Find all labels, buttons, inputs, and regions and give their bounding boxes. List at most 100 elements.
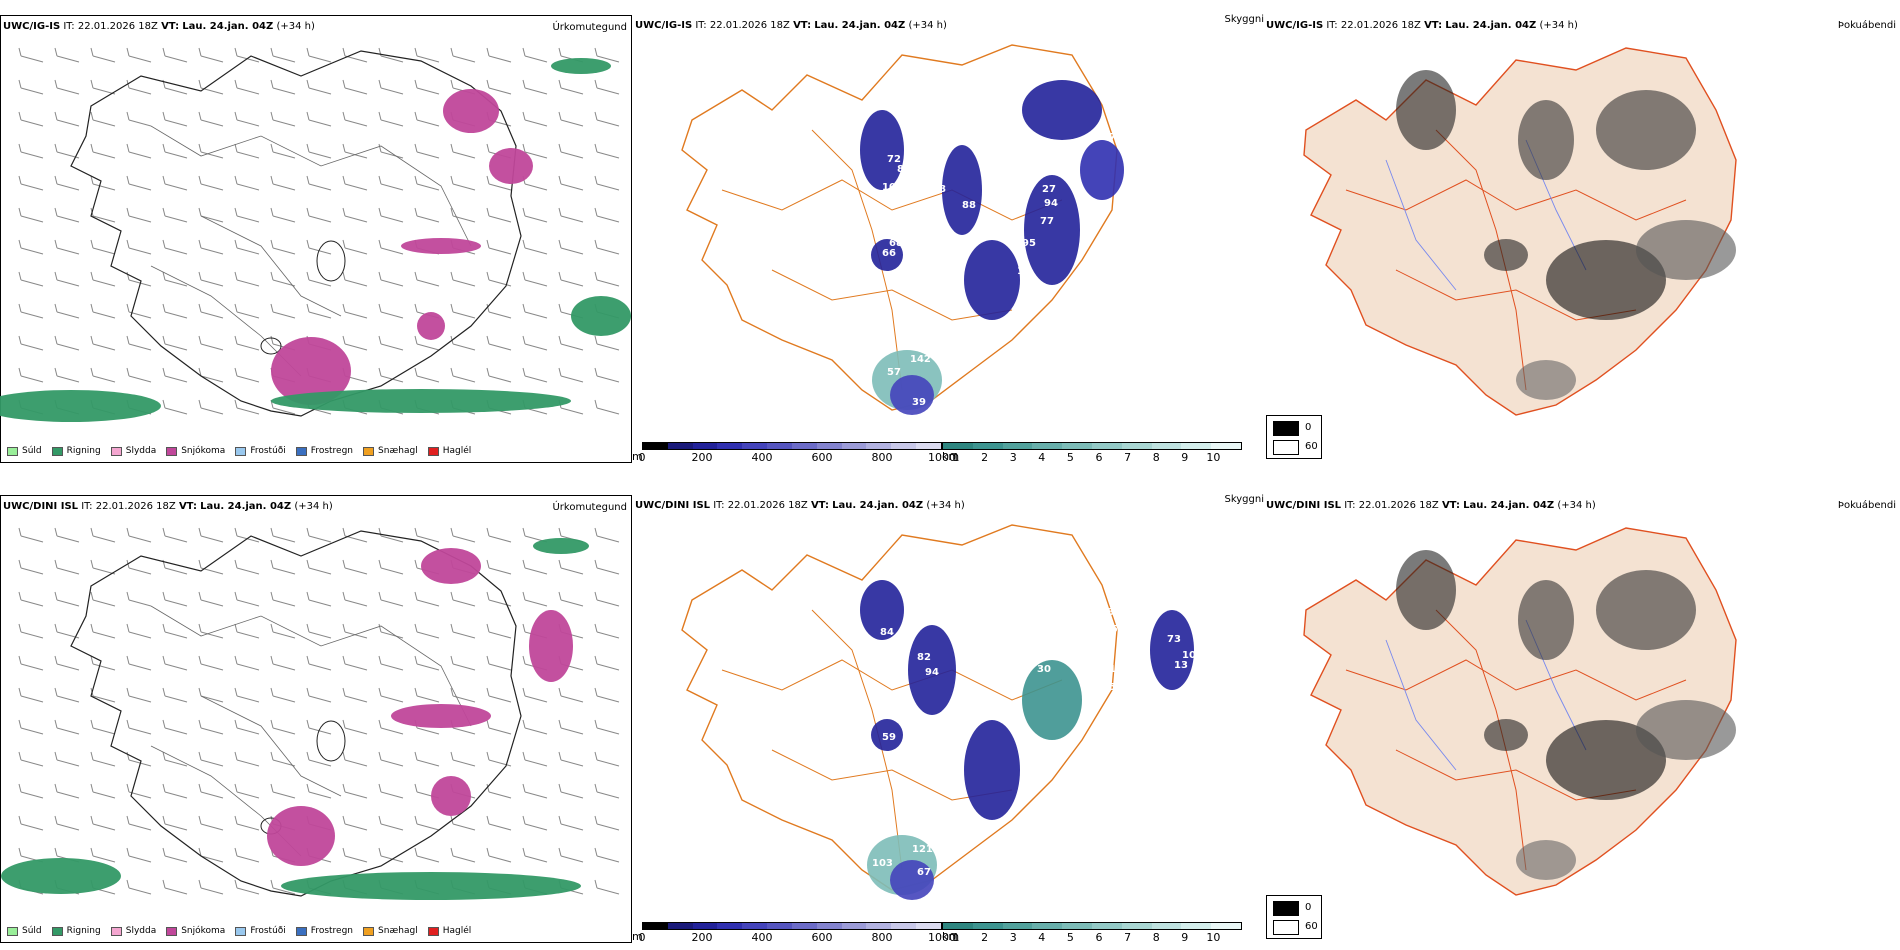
precip-legend-item: Snæhagl [363,446,418,456]
km-tick-label: 9 [1181,451,1189,464]
elevation-label: 84 [880,627,894,638]
wind-barb [414,847,440,863]
wind-barb [558,175,584,191]
km-tick-label: 6 [1095,451,1103,464]
elevation-label: 94 [925,667,939,678]
wind-barb [378,559,404,575]
wind-barb [270,591,296,607]
wind-barb [198,335,224,351]
elevation-label: 15 [1157,247,1171,258]
fog-indicator-map-panel: UWC/IG-IS IT: 22.01.2026 18Z VT: Lau. 24… [1266,10,1900,470]
height-tick-label: 200 [691,451,713,464]
height-tick-label: 1000 [928,931,956,944]
legend-label: Súld [22,926,42,936]
wind-barb [594,335,620,351]
precip-legend: Súld Rigning Slydda Snjókoma Frostúði Frostre… [7,446,471,456]
wind-barb [522,207,548,223]
wind-barb [126,655,152,671]
elevation-label: 205 [1097,624,1118,635]
lead-time: (+34 h) [1557,500,1596,511]
wind-barb [162,111,188,127]
wind-barb [234,719,260,735]
wind-barb [486,655,512,671]
wind-barb [234,175,260,191]
elevation-label: 89 [1107,607,1121,618]
field-patch [1396,550,1456,630]
wind-barb [54,79,80,95]
precip-legend-item: Snæhagl [363,926,418,936]
wind-barb [234,111,260,127]
wind-barb [486,47,512,63]
fog-indicator-map-panel: UWC/DINI ISL IT: 22.01.2026 18Z VT: Lau.… [1266,490,1900,950]
wind-barb [54,655,80,671]
field-patch [964,240,1020,320]
elevation-label: 10 [1182,650,1196,661]
wind-barb [54,335,80,351]
wind-barb [558,783,584,799]
wind-barb [126,367,152,383]
wind-barb [486,175,512,191]
field-patch [0,390,161,422]
wind-barb [162,207,188,223]
km-tick-label: 10 [1206,451,1221,464]
wind-barb [414,175,440,191]
wind-barb [594,527,620,543]
wind-barb [522,591,548,607]
wind-barb [306,303,332,319]
wind-barb [54,239,80,255]
legend-swatch [110,926,122,936]
field-patch [267,806,335,866]
field-patch [1518,580,1574,660]
wind-barb [162,239,188,255]
field-patch [908,625,956,715]
wind-barb [270,559,296,575]
forecast-row: UWC/DINI ISL IT: 22.01.2026 18Z VT: Lau.… [0,490,1900,950]
wind-barb [18,143,44,159]
wind-barb [198,527,224,543]
wind-barb [594,847,620,863]
wind-barb [594,143,620,159]
wind-barb [198,239,224,255]
height-tick-label: 400 [751,931,773,944]
wind-barb [558,271,584,287]
wind-barb [18,239,44,255]
wind-barb [18,559,44,575]
wind-barb [198,175,224,191]
precip-legend-item: Súld [7,446,42,456]
wind-barb [90,623,116,639]
wind-barb [558,815,584,831]
field-patch [1636,220,1736,280]
wind-barb [342,783,368,799]
wind-barb [378,271,404,287]
wind-barb [18,751,44,767]
km-tick-label: 1 [952,451,960,464]
wind-barb [270,623,296,639]
wind-barb [378,783,404,799]
wind-barb [594,783,620,799]
wind-barb [234,47,260,63]
field-patch [281,872,581,900]
height-tick-label: 200 [691,931,713,944]
wind-barb [594,175,620,191]
wind-barb [450,687,476,703]
visibility-colorbar: 1 2 3 4 5 6 7 8 9 10 [942,442,1242,464]
wind-barb [18,207,44,223]
wind-barb [522,271,548,287]
elevation-label: 68 [889,238,903,249]
wind-barb [90,303,116,319]
wind-barb [522,47,548,63]
wind-barb [306,271,332,287]
wind-barb [558,335,584,351]
wind-barb [342,559,368,575]
wind-barb [522,111,548,127]
field-patch [431,776,471,816]
precip-map [0,47,631,422]
km-tick-label: 5 [1066,931,1074,944]
height-tick-label: 0 [638,451,646,464]
wind-barb [378,591,404,607]
wind-barb [198,687,224,703]
elevation-label: 57 [1102,132,1116,143]
init-time: 22.01.2026 18Z [1358,500,1439,511]
wind-barb [54,175,80,191]
